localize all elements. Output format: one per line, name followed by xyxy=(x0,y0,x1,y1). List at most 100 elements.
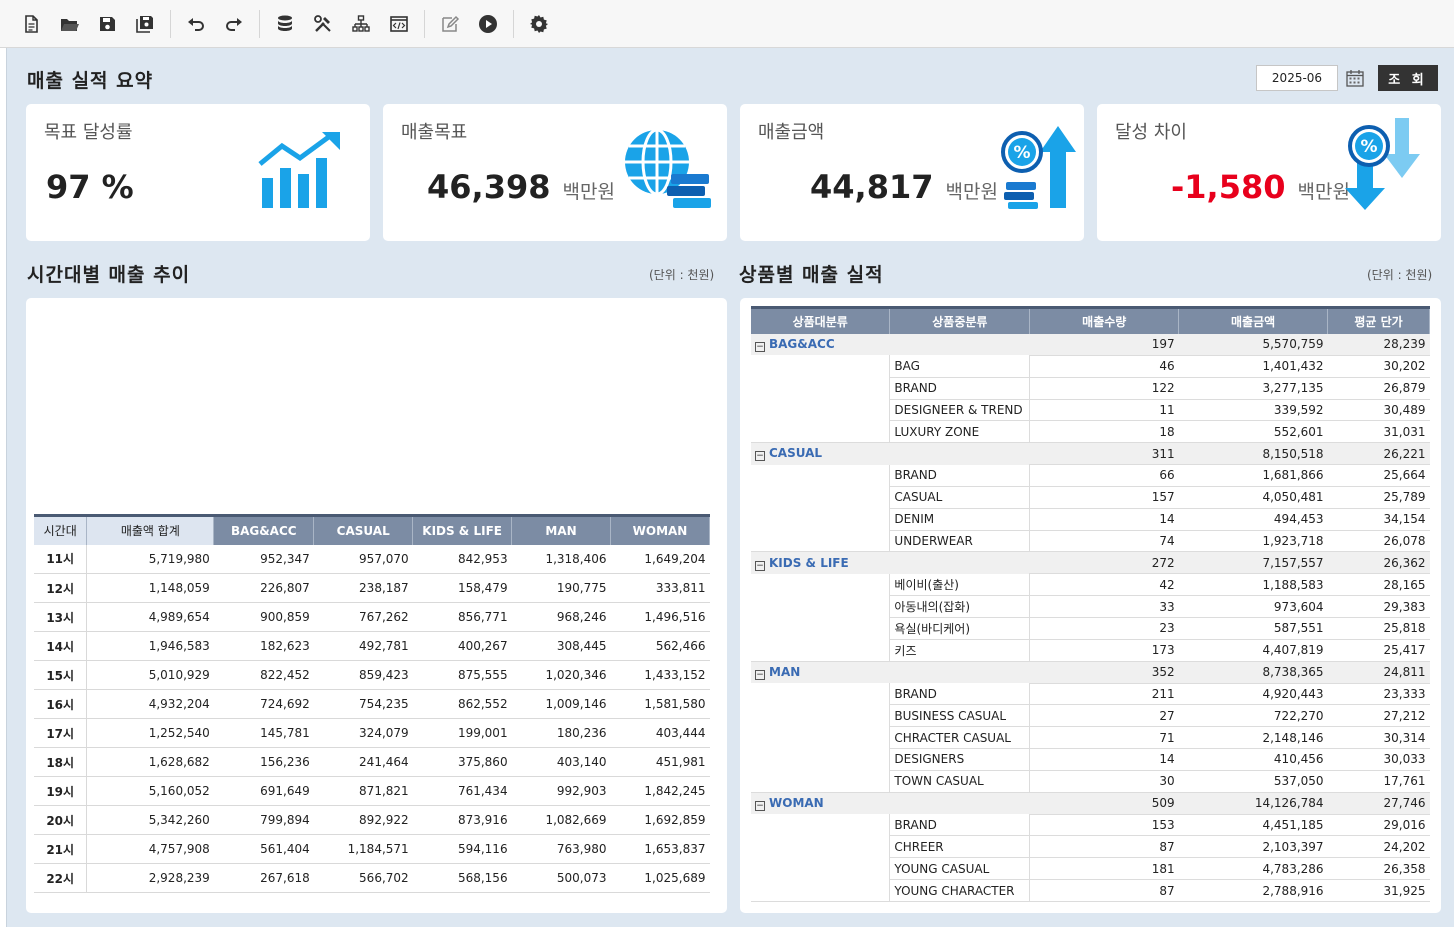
calendar-icon[interactable] xyxy=(1344,65,1366,91)
group-row[interactable]: − MAN 352 8,738,365 24,811 xyxy=(751,661,1430,684)
indent-cell xyxy=(751,399,890,421)
redo-icon[interactable] xyxy=(221,11,247,37)
amount-cell: 871,821 xyxy=(313,776,413,806)
column-header[interactable]: 시간대 xyxy=(34,515,88,545)
table-row[interactable]: BRAND 153 4,451,185 29,016 xyxy=(751,814,1430,837)
column-header[interactable]: 매출금액 xyxy=(1178,306,1329,334)
amount-cell: 691,649 xyxy=(213,776,314,806)
kpi-number: -1,580 xyxy=(1171,168,1286,206)
group-row[interactable]: − BAG&ACC 197 5,570,759 28,239 xyxy=(751,333,1430,356)
table-row[interactable]: TOWN CASUAL 30 537,050 17,761 xyxy=(751,770,1430,793)
database-icon[interactable] xyxy=(272,11,298,37)
edit-icon[interactable] xyxy=(437,11,463,37)
table-row[interactable]: 22시 2,928,239 267,618 566,702 568,156 500,073… xyxy=(34,863,710,893)
table-row[interactable]: YOUNG CHARACTER 87 2,788,916 31,925 xyxy=(751,879,1430,902)
table-row[interactable]: 욕실(바디케어) 23 587,551 25,818 xyxy=(751,617,1430,640)
amount-cell: 238,187 xyxy=(313,573,413,603)
table-row[interactable]: 12시 1,148,059 226,807 238,187 158,479 190,775… xyxy=(34,573,710,603)
group-total-cell: 26,221 xyxy=(1327,442,1430,466)
table-row[interactable]: DENIM 14 494,453 34,154 xyxy=(751,508,1430,531)
table-row[interactable]: 15시 5,010,929 822,452 859,423 875,555 1,020,3… xyxy=(34,660,710,690)
group-total-cell: 197 xyxy=(1029,333,1179,356)
table-row[interactable]: LUXURY ZONE 18 552,601 31,031 xyxy=(751,420,1430,444)
group-row[interactable]: − KIDS & LIFE 272 7,157,557 26,362 xyxy=(751,551,1430,575)
column-header[interactable]: MAN xyxy=(511,515,612,545)
save-as-icon[interactable] xyxy=(132,11,158,37)
search-button[interactable]: 조 회 xyxy=(1378,65,1438,91)
amount-cell: 1,020,346 xyxy=(511,660,611,690)
group-total-cell: 8,150,518 xyxy=(1178,442,1328,466)
table-row[interactable]: 21시 4,757,908 561,404 1,184,571 594,116 763,9… xyxy=(34,834,710,864)
collapse-icon[interactable]: − xyxy=(755,560,765,571)
new-file-icon[interactable] xyxy=(18,11,44,37)
indent-cell xyxy=(751,573,890,596)
group-total-cell: 311 xyxy=(1029,442,1179,466)
group-total-cell: 7,157,557 xyxy=(1178,551,1328,575)
table-row[interactable]: 13시 4,989,654 900,859 767,262 856,771 968,246… xyxy=(34,602,710,632)
table-row[interactable]: 16시 4,932,204 724,692 754,235 862,552 1,009,1… xyxy=(34,689,710,719)
time-table-header: 시간대 매출액 합계 BAG&ACC CASUAL KIDS & LIFE MAN WOMA… xyxy=(34,515,710,545)
value-cell: 211 xyxy=(1029,683,1179,706)
table-row[interactable]: CHREER 87 2,103,397 24,202 xyxy=(751,835,1430,859)
table-row[interactable]: CHRACTER CASUAL 71 2,148,146 30,314 xyxy=(751,726,1430,750)
group-name-cell[interactable]: − MAN xyxy=(751,661,890,683)
column-header[interactable]: 평균 단가 xyxy=(1327,306,1430,334)
collapse-icon[interactable]: − xyxy=(755,451,765,462)
group-name-cell[interactable]: − KIDS & LIFE xyxy=(751,551,890,574)
save-icon[interactable] xyxy=(94,11,120,37)
time-slot-cell: 12시 xyxy=(34,573,88,603)
table-row[interactable]: 키즈 173 4,407,819 25,417 xyxy=(751,639,1430,662)
group-name-cell[interactable]: − WOMAN xyxy=(751,792,890,815)
amount-cell: 1,581,580 xyxy=(610,689,710,719)
table-row[interactable]: UNDERWEAR 74 1,923,718 26,078 xyxy=(751,530,1430,553)
table-row[interactable]: 18시 1,628,682 156,236 241,464 375,860 403,140… xyxy=(34,747,710,777)
table-row[interactable]: DESIGNEER & TREND 11 339,592 30,489 xyxy=(751,399,1430,422)
column-header[interactable]: 상품대분류 xyxy=(751,306,891,334)
group-name-cell[interactable]: − BAG&ACC xyxy=(751,333,890,356)
code-window-icon[interactable] xyxy=(386,11,412,37)
kpi-number: 44,817 xyxy=(810,168,934,206)
column-header[interactable]: WOMAN xyxy=(610,515,710,545)
collapse-icon[interactable]: − xyxy=(755,800,765,811)
indent-cell xyxy=(751,508,890,531)
indent-cell xyxy=(751,683,890,705)
undo-icon[interactable] xyxy=(183,11,209,37)
indent-cell xyxy=(751,530,890,553)
group-row[interactable]: − CASUAL 311 8,150,518 26,221 xyxy=(751,442,1430,466)
table-row[interactable]: YOUNG CASUAL 181 4,783,286 26,358 xyxy=(751,857,1430,881)
table-row[interactable]: BAG 46 1,401,432 30,202 xyxy=(751,355,1430,378)
subcategory-cell: YOUNG CHARACTER xyxy=(889,879,1031,902)
month-input[interactable]: 2025-06 xyxy=(1256,65,1338,91)
column-header[interactable]: 매출수량 xyxy=(1029,306,1180,334)
table-row[interactable]: BUSINESS CASUAL 27 722,270 27,212 xyxy=(751,704,1430,728)
table-row[interactable]: 19시 5,160,052 691,649 871,821 761,434 992,903… xyxy=(34,776,710,806)
column-header[interactable]: BAG&ACC xyxy=(213,515,315,545)
table-row[interactable]: 11시 5,719,980 952,347 957,070 842,953 1,318,4… xyxy=(34,544,710,574)
table-row[interactable]: 14시 1,946,583 182,623 492,781 400,267 308,445… xyxy=(34,631,710,661)
gear-icon[interactable] xyxy=(526,11,552,37)
table-row[interactable]: CASUAL 157 4,050,481 25,789 xyxy=(751,486,1430,509)
amount-cell: 403,140 xyxy=(511,747,611,777)
open-folder-icon[interactable] xyxy=(56,11,82,37)
column-header[interactable]: KIDS & LIFE xyxy=(412,515,513,545)
group-name-cell[interactable]: − CASUAL xyxy=(751,442,890,465)
subcategory-cell: 베이비(출산) xyxy=(889,573,1031,597)
table-row[interactable]: DESIGNERS 14 410,456 30,033 xyxy=(751,748,1430,771)
column-header[interactable]: 상품중분류 xyxy=(889,306,1031,334)
hierarchy-icon[interactable] xyxy=(348,11,374,37)
column-header[interactable]: 매출액 합계 xyxy=(86,515,215,545)
table-row[interactable]: 17시 1,252,540 145,781 324,079 199,001 180,236… xyxy=(34,718,710,748)
tools-icon[interactable] xyxy=(310,11,336,37)
table-row[interactable]: BRAND 211 4,920,443 23,333 xyxy=(751,683,1430,706)
column-header[interactable]: CASUAL xyxy=(313,515,414,545)
table-row[interactable]: 아동내의(잡화) 33 973,604 29,383 xyxy=(751,595,1430,618)
table-row[interactable]: 20시 5,342,260 799,894 892,922 873,916 1,082,6… xyxy=(34,805,710,835)
table-row[interactable]: BRAND 122 3,277,135 26,879 xyxy=(751,377,1430,400)
group-row[interactable]: − WOMAN 509 14,126,784 27,746 xyxy=(751,792,1430,815)
value-cell: 74 xyxy=(1029,530,1179,553)
table-row[interactable]: 베이비(출산) 42 1,188,583 28,165 xyxy=(751,573,1430,597)
collapse-icon[interactable]: − xyxy=(755,669,765,680)
collapse-icon[interactable]: − xyxy=(755,341,765,352)
table-row[interactable]: BRAND 66 1,681,866 25,664 xyxy=(751,464,1430,487)
play-icon[interactable] xyxy=(475,11,501,37)
